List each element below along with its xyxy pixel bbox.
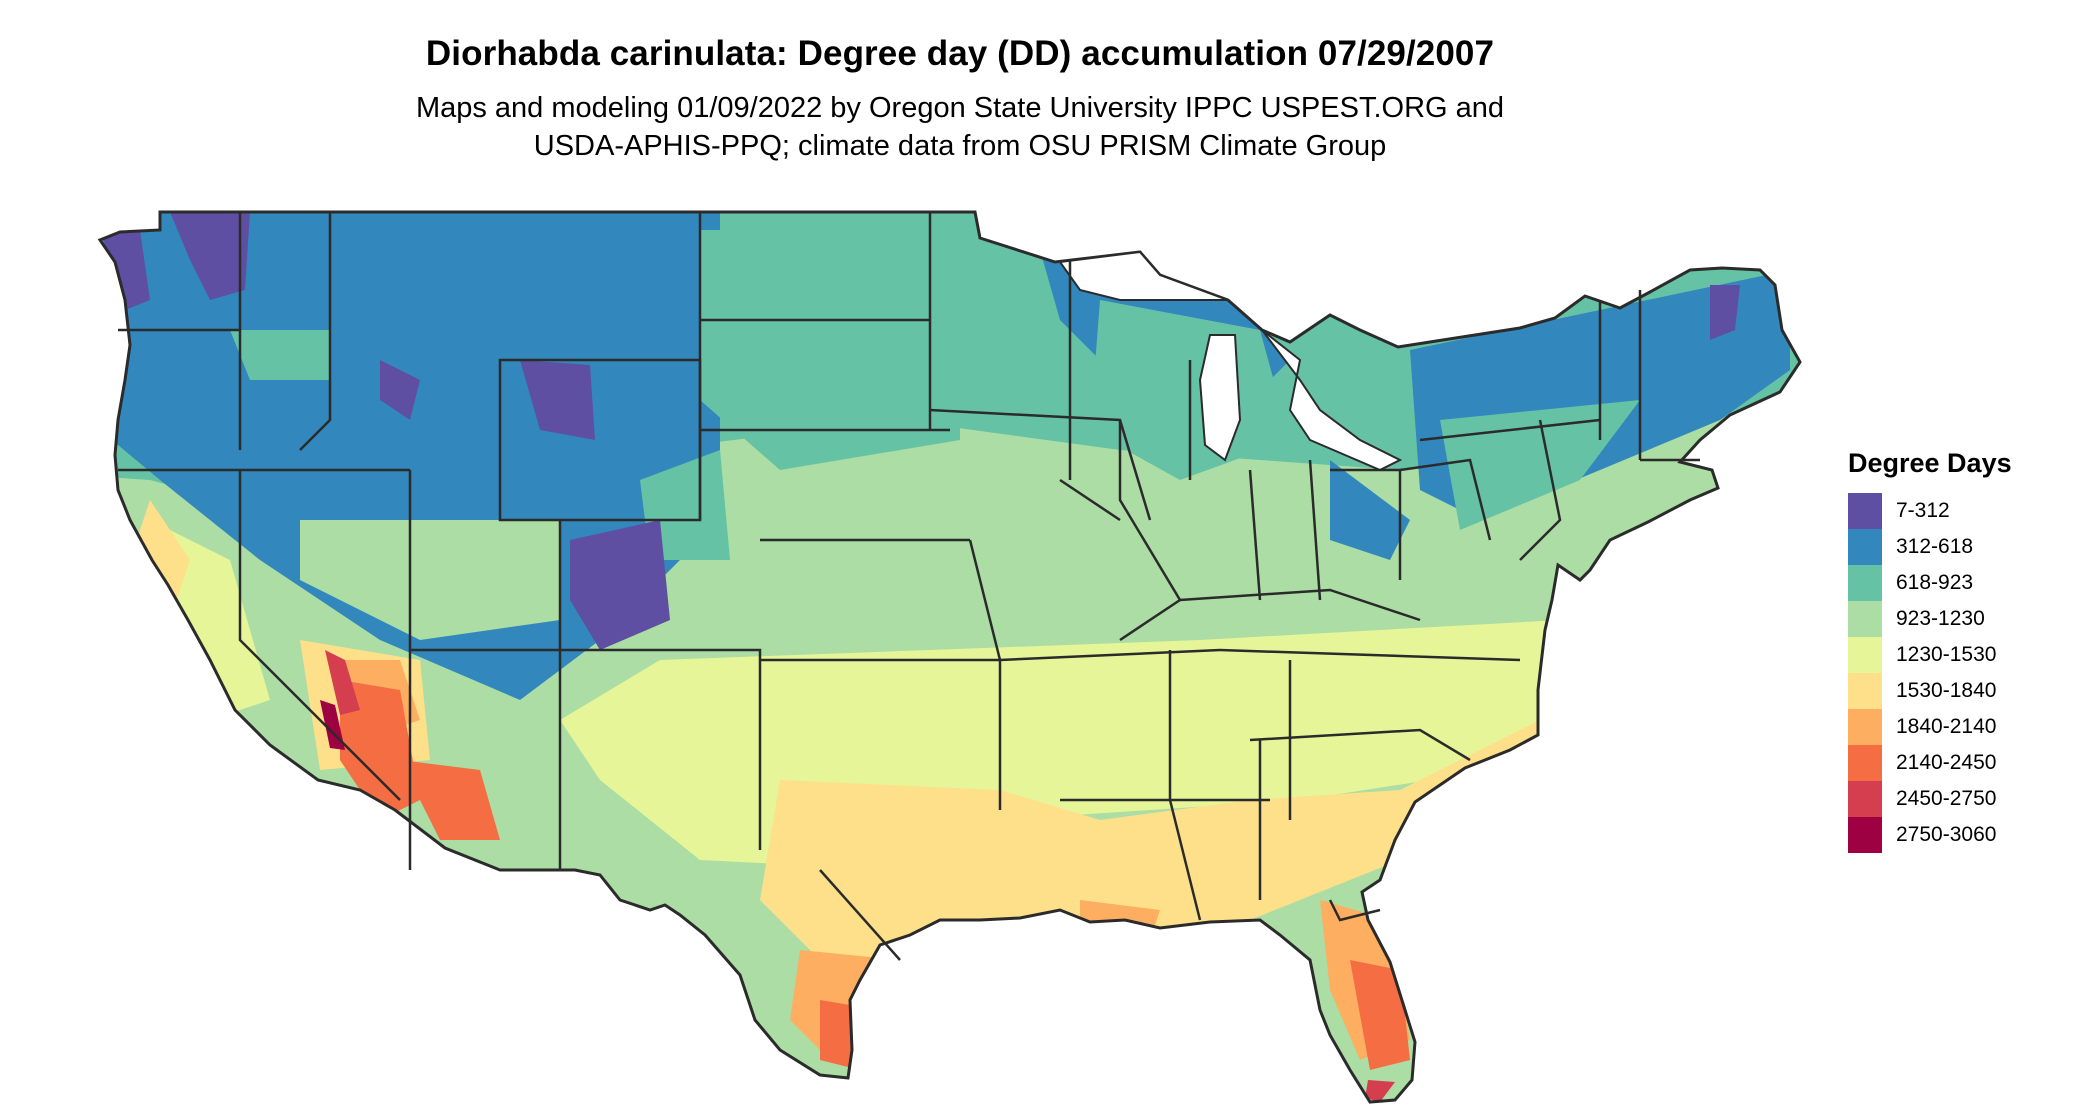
state-boundaries: [118, 212, 1700, 961]
map-subtitle-line-2: USDA-APHIS-PPQ; climate data from OSU PR…: [533, 130, 1387, 162]
map-title: Diorhabda carinulata: Degree day (DD) ac…: [425, 34, 1495, 73]
legend-swatch: [1848, 817, 1882, 853]
legend-item: 923-1230: [1848, 601, 2088, 637]
degree-day-raster: [100, 212, 1800, 1102]
legend-swatch: [1848, 601, 1882, 637]
legend-swatch: [1848, 493, 1882, 529]
legend-item: 1530-1840: [1848, 673, 2088, 709]
legend-label: 312-618: [1896, 535, 1974, 558]
map-legend: Degree Days 7-312 312-618 618-923 923-1230 1…: [1848, 448, 2088, 853]
legend-swatch: [1848, 529, 1882, 565]
legend-label: 2140-2450: [1896, 751, 1997, 774]
legend-item: 312-618: [1848, 529, 2088, 565]
legend-label: 923-1230: [1896, 607, 1985, 630]
legend-item: 2750-3060: [1848, 817, 2088, 853]
legend-label: 618-923: [1896, 571, 1974, 594]
legend-item: 1840-2140: [1848, 709, 2088, 745]
legend-label: 1230-1530: [1896, 643, 1997, 666]
legend-label: 2750-3060: [1896, 823, 1997, 846]
legend-item: 7-312: [1848, 493, 2088, 529]
legend-label: 1840-2140: [1896, 715, 1997, 738]
legend-swatch: [1848, 565, 1882, 601]
legend-swatch: [1848, 709, 1882, 745]
legend-title: Degree Days: [1848, 448, 2012, 478]
legend-item: 1230-1530: [1848, 637, 2088, 673]
lake-michigan: [1198, 334, 1242, 462]
legend-swatch: [1848, 781, 1882, 817]
legend-swatch: [1848, 745, 1882, 781]
lake-superior: [1058, 250, 1229, 301]
legend-swatch: [1848, 637, 1882, 673]
legend-swatch: [1848, 673, 1882, 709]
us-degree-day-map: [0, 190, 1820, 1116]
legend-item: 2140-2450: [1848, 745, 2088, 781]
legend-item: 2450-2750: [1848, 781, 2088, 817]
legend-item: 618-923: [1848, 565, 2088, 601]
country-outline: [97, 210, 1802, 1104]
lake-huron-erie: [1261, 329, 1403, 472]
legend-label: 7-312: [1896, 499, 1950, 522]
legend-label: 1530-1840: [1896, 679, 1997, 702]
legend-label: 2450-2750: [1896, 787, 1997, 810]
map-subtitle-line-1: Maps and modeling 01/09/2022 by Oregon S…: [415, 92, 1505, 124]
